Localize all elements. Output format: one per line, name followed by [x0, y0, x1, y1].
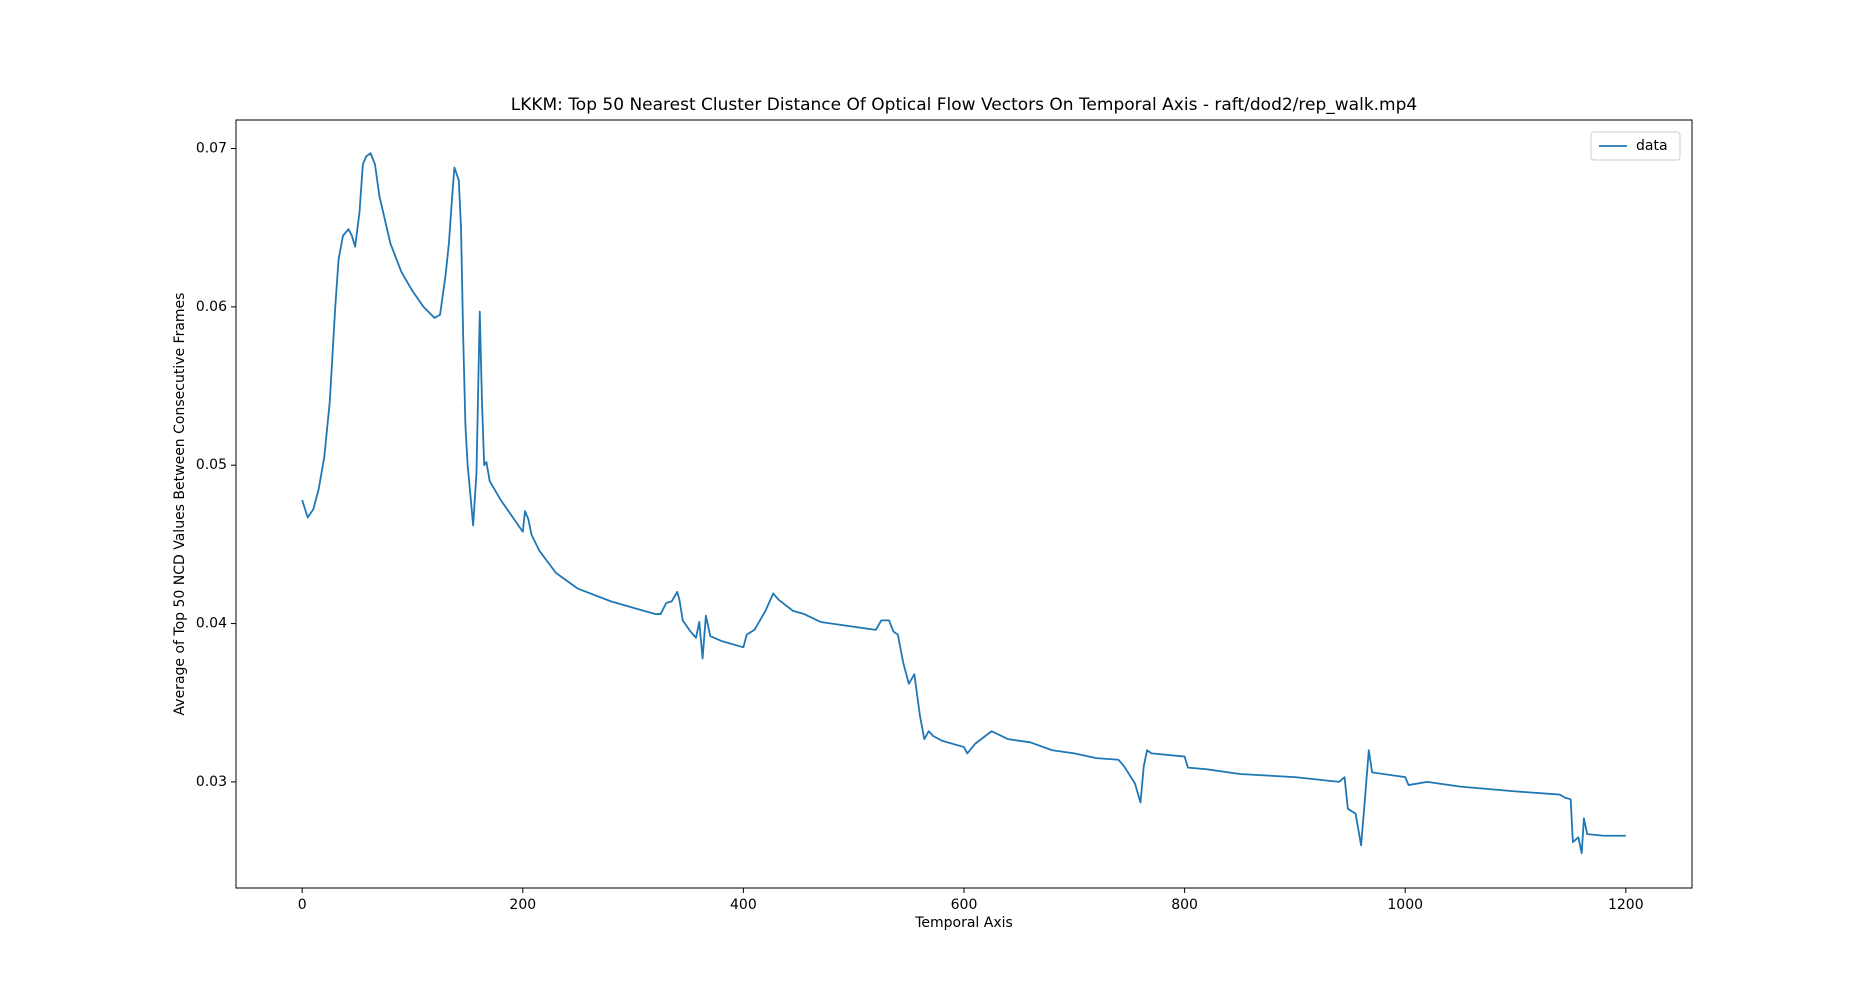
- y-tick-label: 0.05: [196, 457, 227, 473]
- y-tick-label: 0.04: [196, 616, 227, 632]
- chart-title: LKKM: Top 50 Nearest Cluster Distance Of…: [511, 95, 1417, 115]
- x-tick-label: 0: [298, 897, 307, 913]
- x-tick-label: 800: [1171, 897, 1198, 913]
- x-axis-label: Temporal Axis: [914, 915, 1013, 931]
- x-tick-label: 1200: [1608, 897, 1644, 913]
- legend-label: data: [1636, 138, 1668, 154]
- plot-frame: [235, 119, 1693, 889]
- y-tick-label: 0.06: [196, 299, 227, 315]
- y-tick-label: 0.07: [196, 141, 227, 157]
- x-tick-label: 600: [951, 897, 978, 913]
- x-tick-label: 1000: [1387, 897, 1423, 913]
- x-tick-label: 200: [509, 897, 536, 913]
- x-tick-label: 400: [730, 897, 757, 913]
- data-line: [301, 152, 1626, 855]
- y-tick-label: 0.03: [196, 774, 227, 790]
- y-axis-label: Average of Top 50 NCD Values Between Con…: [172, 293, 188, 716]
- legend-box: [1590, 131, 1681, 161]
